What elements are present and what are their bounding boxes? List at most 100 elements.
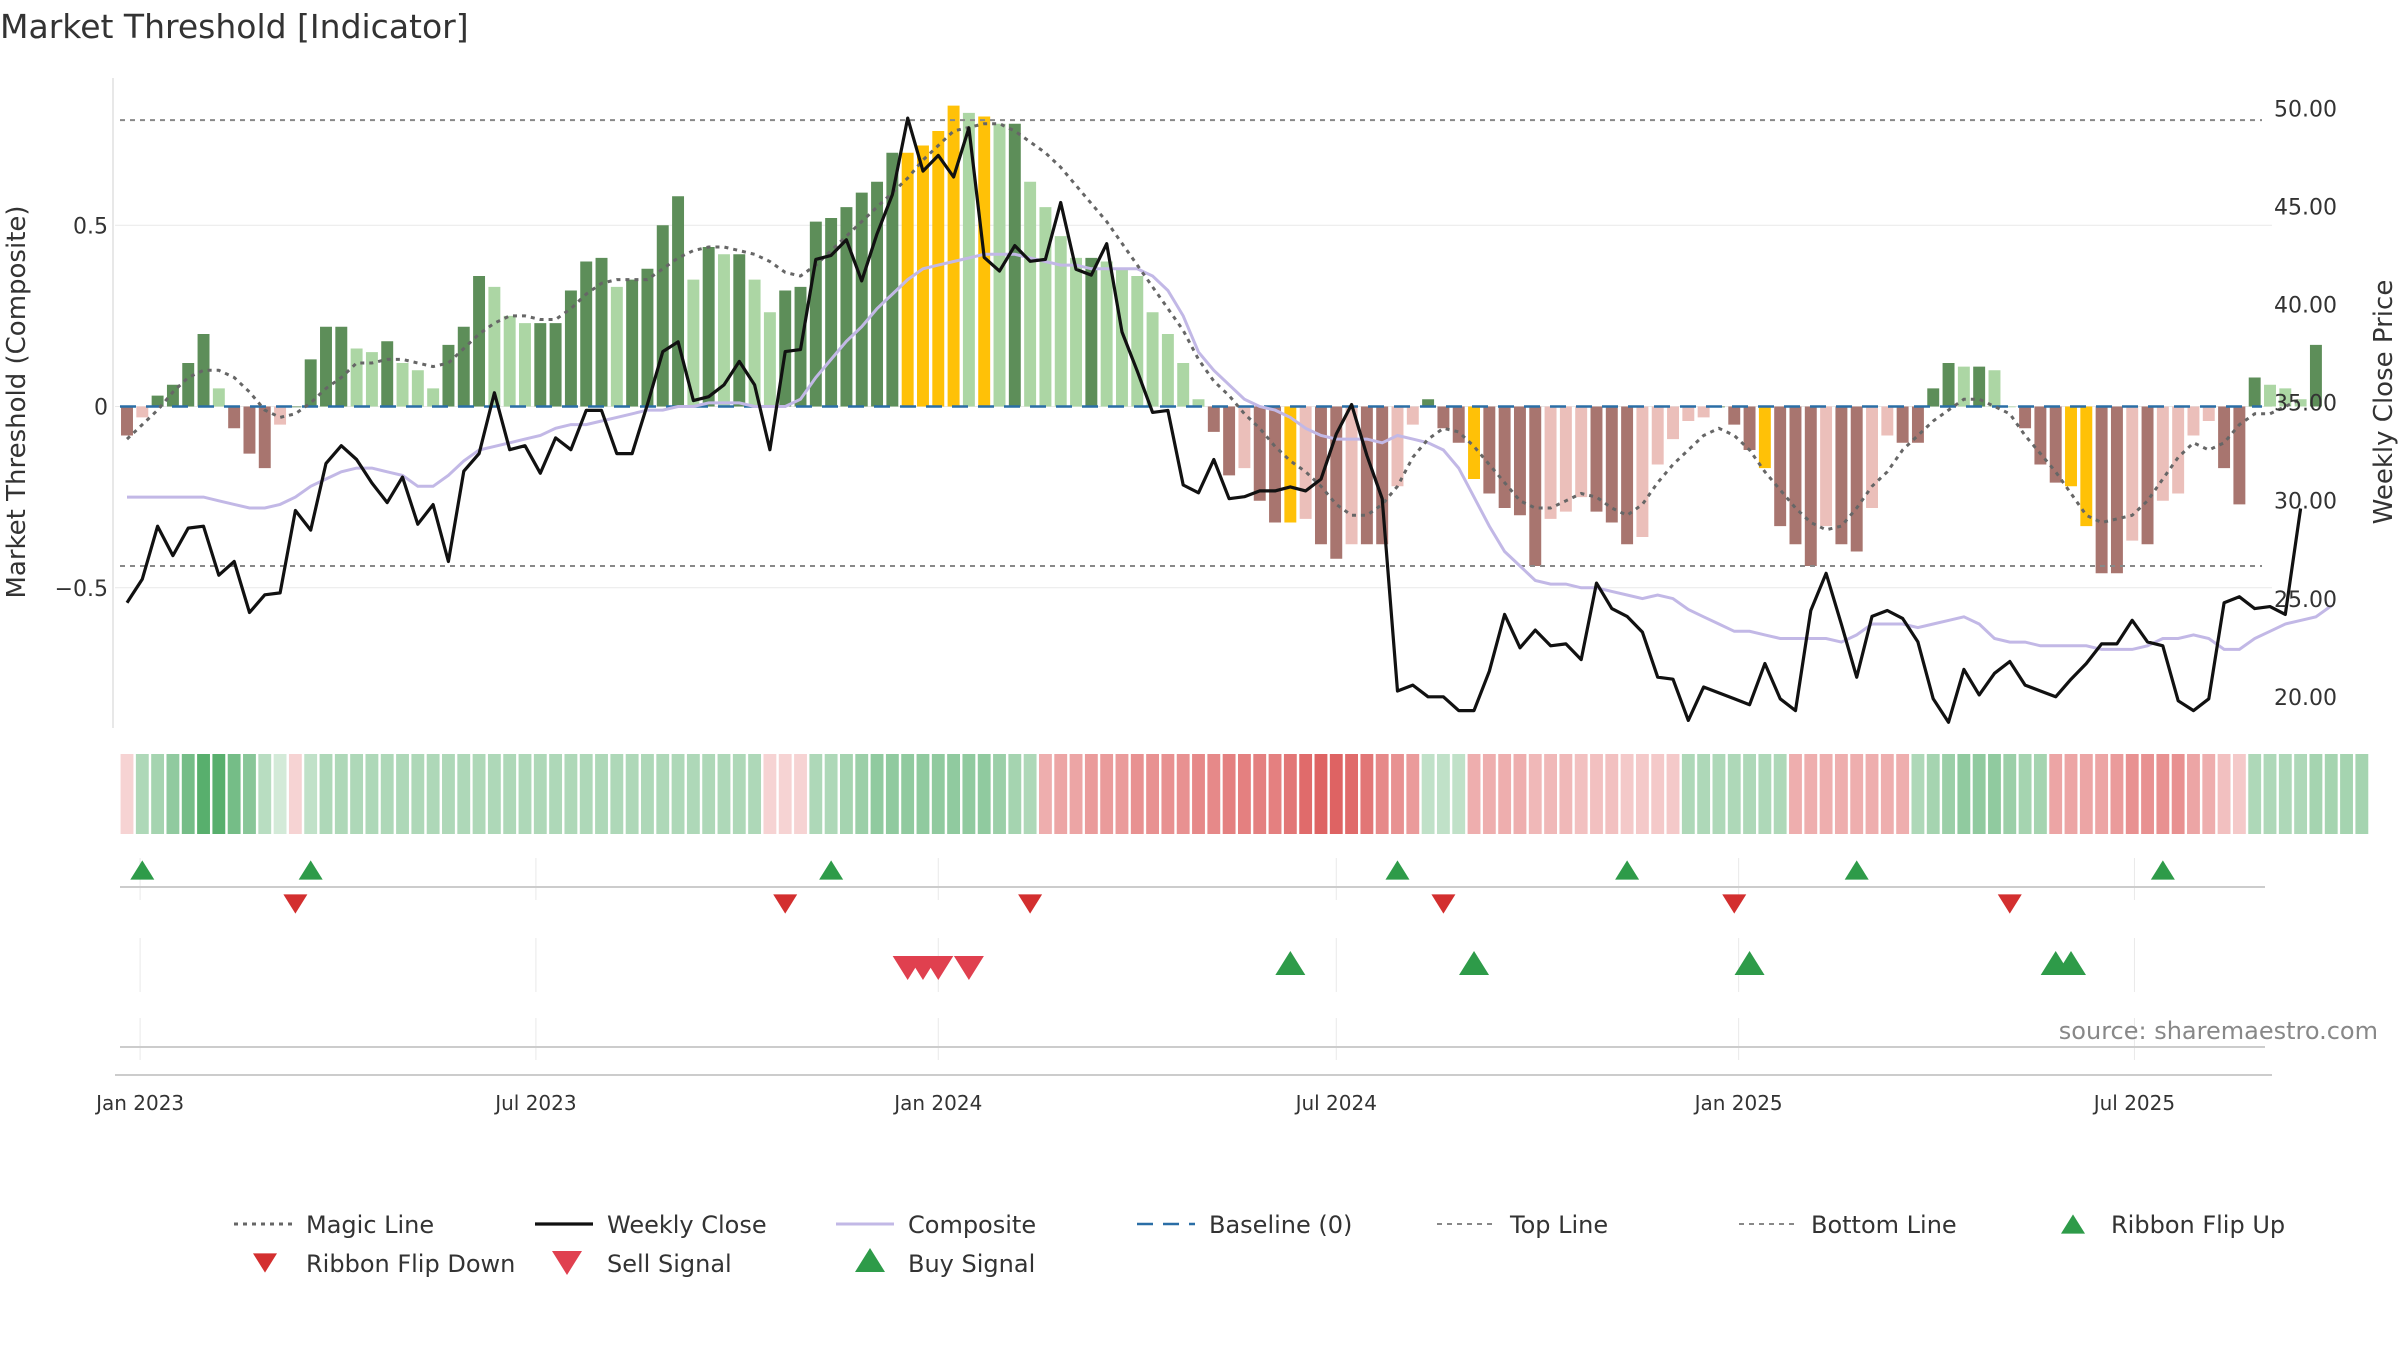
chart-title: Market Threshold [Indicator]: [0, 7, 469, 46]
ribbon-cell: [1375, 754, 1389, 834]
x-tick-label: Jul 2024: [1294, 1091, 1377, 1115]
buy-signal-marker: [1734, 951, 1765, 975]
composite-bar: [2248, 377, 2261, 407]
ribbon-cell: [641, 754, 654, 834]
ribbon-cell: [1222, 754, 1236, 834]
composite-bar: [396, 363, 409, 407]
ribbon-cell: [396, 754, 409, 834]
composite-bar: [993, 123, 1006, 407]
composite-bar: [442, 344, 455, 407]
composite-bar: [2019, 406, 2032, 429]
ribbon-cell: [1115, 754, 1129, 834]
legend-label: Buy Signal: [908, 1250, 1035, 1278]
ribbon-cell: [1635, 754, 1649, 834]
ribbon-cell: [1391, 754, 1404, 834]
y-right-tick-label: 50.00: [2274, 97, 2337, 122]
composite-bar: [917, 145, 929, 407]
ribbon-cell: [1207, 754, 1221, 834]
ribbon-cell: [2049, 754, 2063, 834]
y-left-tick-label: 0: [94, 396, 108, 421]
ribbon-cell: [1743, 754, 1756, 834]
composite-bar: [1804, 406, 1817, 566]
ribbon-cell: [1819, 754, 1833, 834]
ribbon-cell: [1406, 754, 1420, 834]
ribbon-cell: [1452, 754, 1466, 834]
ribbon-cell: [1697, 754, 1711, 834]
composite-bar: [1774, 406, 1787, 527]
composite-bar: [1100, 261, 1113, 407]
ribbon-cell: [212, 754, 226, 834]
legend-label: Top Line: [1509, 1211, 1608, 1239]
ribbon-cell: [2095, 754, 2109, 834]
buy-signal-marker: [2056, 951, 2087, 975]
composite-bar: [1299, 406, 1312, 519]
ribbon-cell: [824, 754, 838, 834]
ribbon-cell: [1865, 754, 1879, 834]
composite-bar: [1406, 406, 1419, 425]
composite-bar: [1835, 406, 1848, 545]
composite-bar: [1177, 363, 1190, 407]
ribbon-cell: [2278, 754, 2292, 834]
ribbon-cell: [1773, 754, 1787, 834]
ribbon-flip-up-marker: [819, 860, 844, 880]
composite-bar: [289, 406, 302, 408]
x-tick-label: Jan 2024: [892, 1091, 982, 1115]
sell-signal-marker: [953, 956, 984, 980]
ribbon-cell: [855, 754, 869, 834]
y-right-tick-label: 35.00: [2274, 392, 2337, 417]
ribbon-flip-up-marker: [1844, 860, 1869, 880]
ribbon-cell: [809, 754, 823, 834]
composite-bar: [1911, 406, 1924, 443]
composite-bar: [1957, 366, 1970, 407]
ribbon-cell: [549, 754, 563, 834]
ribbon-cell: [686, 754, 700, 834]
composite-bar: [763, 312, 776, 407]
ribbon-cell: [1345, 754, 1359, 834]
composite-bar: [809, 221, 822, 407]
composite-bar: [1850, 406, 1863, 552]
composite-bar: [1667, 406, 1679, 440]
ribbon-cell: [365, 754, 379, 834]
signal-panels: [115, 860, 2272, 1076]
y-right-tick-label: 45.00: [2274, 195, 2337, 220]
ribbon-cell: [564, 754, 578, 834]
ribbon-cell: [2340, 754, 2353, 834]
composite-bars: [121, 105, 2322, 574]
ribbon-cell: [1023, 754, 1037, 834]
ribbon-cell: [1727, 754, 1741, 834]
ribbon-cell: [1926, 754, 1940, 834]
y-right-tick-label: 30.00: [2274, 490, 2337, 515]
composite-bar: [1544, 406, 1557, 519]
ribbon-cell: [763, 754, 777, 834]
ribbon-cell: [1544, 754, 1557, 834]
ribbon-cell: [442, 754, 455, 834]
ribbon-cell: [610, 754, 624, 834]
ribbon-cell: [732, 754, 746, 834]
ribbon-cell: [258, 754, 272, 834]
y-right-tick-label: 20.00: [2274, 686, 2337, 711]
ribbon-cell: [595, 754, 608, 834]
ribbon-cell: [1528, 754, 1542, 834]
ribbon-cell: [533, 754, 547, 834]
composite-bar: [1085, 257, 1098, 407]
composite-bar: [626, 279, 639, 407]
composite-bar: [1284, 406, 1297, 523]
composite-bar: [718, 254, 730, 407]
ribbon-flip-up-marker: [1615, 860, 1640, 880]
composite-bar: [1651, 406, 1664, 465]
composite-bar: [2202, 406, 2215, 421]
ribbon-cell: [625, 754, 639, 834]
ribbon-cell: [350, 754, 364, 834]
ribbon-cell: [1130, 754, 1144, 834]
composite-bar: [1360, 406, 1373, 545]
ribbon-cell: [1069, 754, 1083, 834]
ribbon-cell: [288, 754, 302, 834]
ribbon-cell: [1666, 754, 1680, 834]
ribbon-cell: [304, 754, 318, 834]
composite-bar: [2156, 406, 2169, 501]
legend-label: Ribbon Flip Up: [2111, 1211, 2285, 1239]
ribbon-cell: [1192, 754, 1205, 834]
composite-bar: [1942, 363, 1955, 407]
composite-bar: [1024, 181, 1037, 407]
